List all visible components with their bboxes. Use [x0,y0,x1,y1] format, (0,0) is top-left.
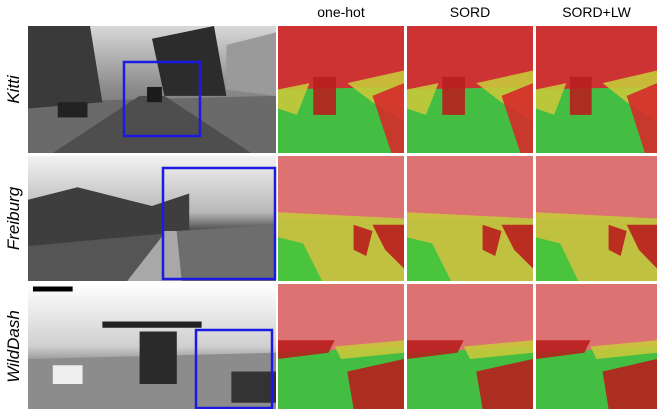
rows: Kitti Freiburg WildDash [4,26,657,409]
region [52,95,252,153]
region [28,233,165,281]
region [608,224,627,256]
region [442,76,465,115]
row-label: Freiburg [4,186,23,250]
region [407,156,533,219]
region [536,156,657,219]
region [353,224,373,256]
region [28,26,103,109]
region [176,224,276,281]
region [372,83,404,153]
region [57,102,88,118]
region [278,83,310,115]
region [147,86,162,103]
region [313,76,336,115]
region [482,224,502,256]
column-header: one-hot [317,4,365,20]
column-header: SORD [450,4,490,20]
region [476,359,533,409]
region [278,156,404,219]
row-label: Kitti [4,74,23,104]
region [501,224,533,269]
column-headers: one-hot SORD SORD+LW [317,4,631,20]
region [407,284,533,353]
region [278,340,335,359]
region [626,83,657,153]
crop-box [194,328,274,409]
region [407,340,464,359]
region [347,359,404,409]
region [407,26,533,90]
row: WildDash [4,284,657,409]
region [407,86,533,153]
region [226,32,276,96]
region [127,231,182,281]
region [602,359,657,409]
crop-box [161,166,277,281]
region [278,237,323,281]
region [278,26,404,90]
crop-box [122,60,202,138]
region [278,86,404,153]
row-label: WildDash [4,310,23,383]
region [231,371,276,403]
region [501,83,533,153]
column-header: SORD+LW [562,4,631,20]
region [28,187,190,246]
row: Kitti [4,26,657,153]
region [536,83,567,115]
row: Freiburg [4,156,657,281]
region [102,321,202,328]
region [536,340,591,359]
region [590,340,657,359]
region [52,365,83,384]
region [626,224,657,269]
region [278,284,404,353]
region [536,26,657,90]
region [32,286,73,292]
region [569,76,592,115]
region [536,86,657,153]
region [407,83,439,115]
region [334,340,404,359]
region [139,331,177,384]
region [536,237,579,281]
region [463,340,533,359]
region [536,284,657,353]
region [372,224,404,269]
region [407,237,452,281]
